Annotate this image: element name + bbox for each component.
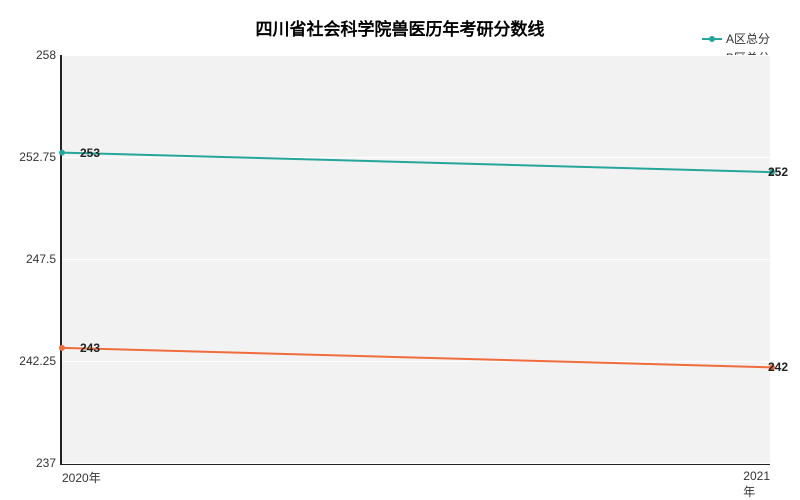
y-axis-label: 242.25 — [19, 354, 62, 368]
series-line — [62, 153, 772, 173]
y-axis-label: 247.5 — [26, 252, 62, 266]
line-layer — [62, 55, 770, 463]
grid-line — [62, 463, 770, 464]
series-line — [62, 348, 772, 368]
chart-container: 四川省社会科学院兽医历年考研分数线 A区总分B区总分 253252243242 … — [0, 0, 800, 500]
series-marker — [59, 345, 65, 351]
y-axis-label: 237 — [36, 456, 62, 470]
x-axis-label: 2020年 — [62, 463, 101, 486]
legend-item: A区总分 — [702, 30, 770, 47]
legend-text: A区总分 — [726, 30, 770, 47]
data-label: 252 — [768, 165, 788, 179]
x-axis-label: 2021年 — [743, 463, 770, 500]
plot-area: 253252243242 237242.25247.5252.752582020… — [60, 55, 770, 465]
y-axis-label: 258 — [36, 48, 62, 62]
data-label: 242 — [768, 360, 788, 374]
data-label: 253 — [80, 146, 100, 160]
data-label: 243 — [80, 341, 100, 355]
chart-title: 四川省社会科学院兽医历年考研分数线 — [0, 15, 800, 40]
y-axis-label: 252.75 — [19, 150, 62, 164]
